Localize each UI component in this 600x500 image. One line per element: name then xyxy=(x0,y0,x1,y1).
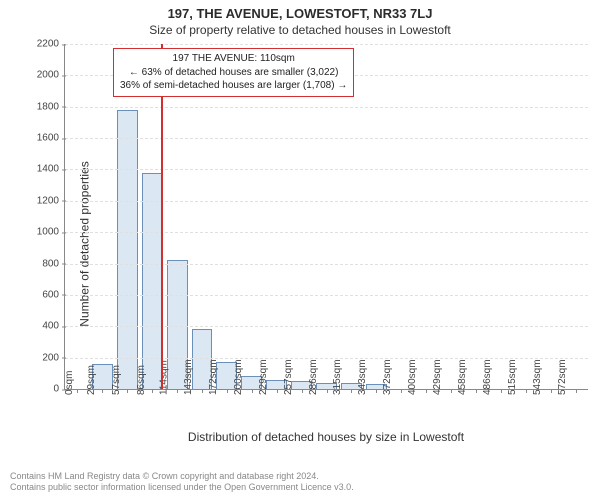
x-tick-label: 29sqm xyxy=(86,363,97,395)
y-tick-label: 400 xyxy=(42,321,65,332)
gridline xyxy=(65,295,588,296)
footer-line-2: Contains public sector information licen… xyxy=(10,482,590,494)
attribution-footer: Contains HM Land Registry data © Crown c… xyxy=(10,471,590,494)
callout-line-3: 36% of semi-detached houses are larger (… xyxy=(120,79,347,93)
x-tick-label: 57sqm xyxy=(111,363,122,395)
x-tick-label: 86sqm xyxy=(136,363,147,395)
bar-slot: 29sqm xyxy=(90,44,115,389)
gridline xyxy=(65,138,588,139)
x-tick-label: 543sqm xyxy=(532,357,543,395)
y-tick-label: 600 xyxy=(42,289,65,300)
y-tick-label: 0 xyxy=(53,384,65,395)
x-tick-label: 315sqm xyxy=(333,357,344,395)
reference-callout-box: 197 THE AVENUE: 110sqm ← 63% of detached… xyxy=(113,48,354,97)
bar-slot: 400sqm xyxy=(414,44,439,389)
y-tick-label: 200 xyxy=(42,352,65,363)
x-axis-label: Distribution of detached houses by size … xyxy=(64,430,588,444)
bar-slot: 429sqm xyxy=(439,44,464,389)
histogram-bar xyxy=(142,173,163,389)
x-tick-label: 343sqm xyxy=(358,357,369,395)
x-tick-label: 572sqm xyxy=(557,357,568,395)
x-tick-label: 143sqm xyxy=(183,357,194,395)
y-tick-label: 1000 xyxy=(37,227,65,238)
y-tick-label: 800 xyxy=(42,258,65,269)
bar-slot: 572sqm xyxy=(563,44,588,389)
page-title: 197, THE AVENUE, LOWESTOFT, NR33 7LJ xyxy=(0,0,600,21)
y-tick-label: 2200 xyxy=(37,39,65,50)
x-tick-label: 257sqm xyxy=(283,357,294,395)
gridline xyxy=(65,44,588,45)
y-tick-label: 1400 xyxy=(37,164,65,175)
gridline xyxy=(65,232,588,233)
x-tick-label: 400sqm xyxy=(407,357,418,395)
footer-line-1: Contains HM Land Registry data © Crown c… xyxy=(10,471,590,483)
x-tick-label: 286sqm xyxy=(308,357,319,395)
callout-line-1: 197 THE AVENUE: 110sqm xyxy=(120,52,347,66)
x-tick-label: 229sqm xyxy=(258,357,269,395)
callout-line-2: ← 63% of detached houses are smaller (3,… xyxy=(120,66,347,80)
bar-slot: 0sqm xyxy=(65,44,90,389)
page-subtitle: Size of property relative to detached ho… xyxy=(0,21,600,41)
gridline xyxy=(65,107,588,108)
gridline xyxy=(65,169,588,170)
gridline xyxy=(65,201,588,202)
bar-slot: 486sqm xyxy=(488,44,513,389)
bar-slot: 543sqm xyxy=(538,44,563,389)
bar-slot: 343sqm xyxy=(364,44,389,389)
x-tick-label: 429sqm xyxy=(432,357,443,395)
chart-area: Number of detached properties 0sqm29sqm5… xyxy=(0,44,600,444)
x-tick-label: 200sqm xyxy=(233,357,244,395)
y-tick-label: 1200 xyxy=(37,195,65,206)
histogram-bar xyxy=(117,110,138,389)
x-tick-label: 172sqm xyxy=(208,357,219,395)
gridline xyxy=(65,326,588,327)
x-tick-label: 458sqm xyxy=(457,357,468,395)
bar-slot: 458sqm xyxy=(464,44,489,389)
x-tick-label: 486sqm xyxy=(482,357,493,395)
bar-slot: 515sqm xyxy=(513,44,538,389)
y-tick-label: 2000 xyxy=(37,70,65,81)
x-tick-label: 515sqm xyxy=(507,357,518,395)
y-tick-label: 1800 xyxy=(37,101,65,112)
gridline xyxy=(65,358,588,359)
bar-slot: 372sqm xyxy=(389,44,414,389)
y-tick-label: 1600 xyxy=(37,133,65,144)
gridline xyxy=(65,264,588,265)
plot-region: 0sqm29sqm57sqm86sqm114sqm143sqm172sqm200… xyxy=(64,44,588,390)
x-tick-label: 372sqm xyxy=(382,357,393,395)
x-tick-label: 0sqm xyxy=(64,369,75,395)
